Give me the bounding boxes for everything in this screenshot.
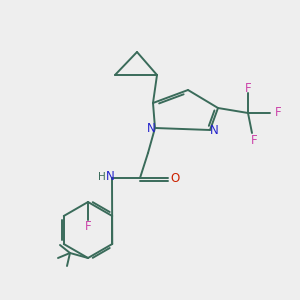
Text: N: N [106,170,114,184]
Text: N: N [210,124,218,137]
Text: F: F [85,220,91,233]
Text: N: N [147,122,155,136]
Text: F: F [245,82,251,94]
Text: F: F [251,134,257,146]
Text: O: O [170,172,180,184]
Text: H: H [98,172,106,182]
Text: F: F [275,106,281,119]
